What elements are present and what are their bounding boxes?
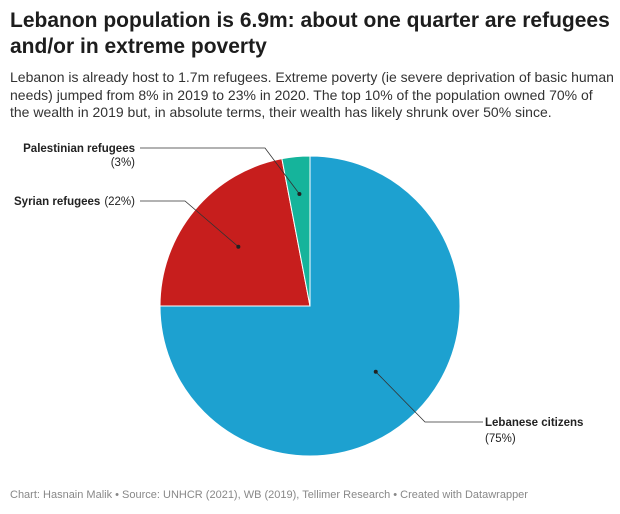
- pie-slice-syrian: [159, 158, 311, 307]
- label-syrian: Syrian refugees (22%): [14, 196, 135, 208]
- label-palestinian-name: Palestinian refugees: [23, 143, 135, 155]
- leader-dot-lebanese: [373, 369, 378, 374]
- leader-dot-palestinian: [297, 191, 302, 196]
- pie-slice-palestinian: [281, 155, 311, 307]
- chart-footer: Chart: Hasnain Malik • Source: UNHCR (20…: [10, 489, 528, 501]
- label-lebanese-pct: (75%): [485, 433, 516, 445]
- chart-title: Lebanon population is 6.9m: about one qu…: [10, 9, 610, 58]
- chart-subtitle: Lebanon is already host to 1.7m refugees…: [10, 69, 614, 120]
- leader-dot-syrian: [236, 244, 241, 249]
- label-syrian-pct: (22%): [104, 196, 135, 208]
- leader-line-syrian: [140, 200, 239, 248]
- label-syrian-name: Syrian refugees: [14, 196, 100, 208]
- leader-line-palestinian: [140, 147, 300, 195]
- leader-line-lebanese: [375, 371, 483, 423]
- label-lebanese-name: Lebanese citizens: [485, 417, 583, 429]
- label-palestinian-pct: (3%): [111, 157, 135, 169]
